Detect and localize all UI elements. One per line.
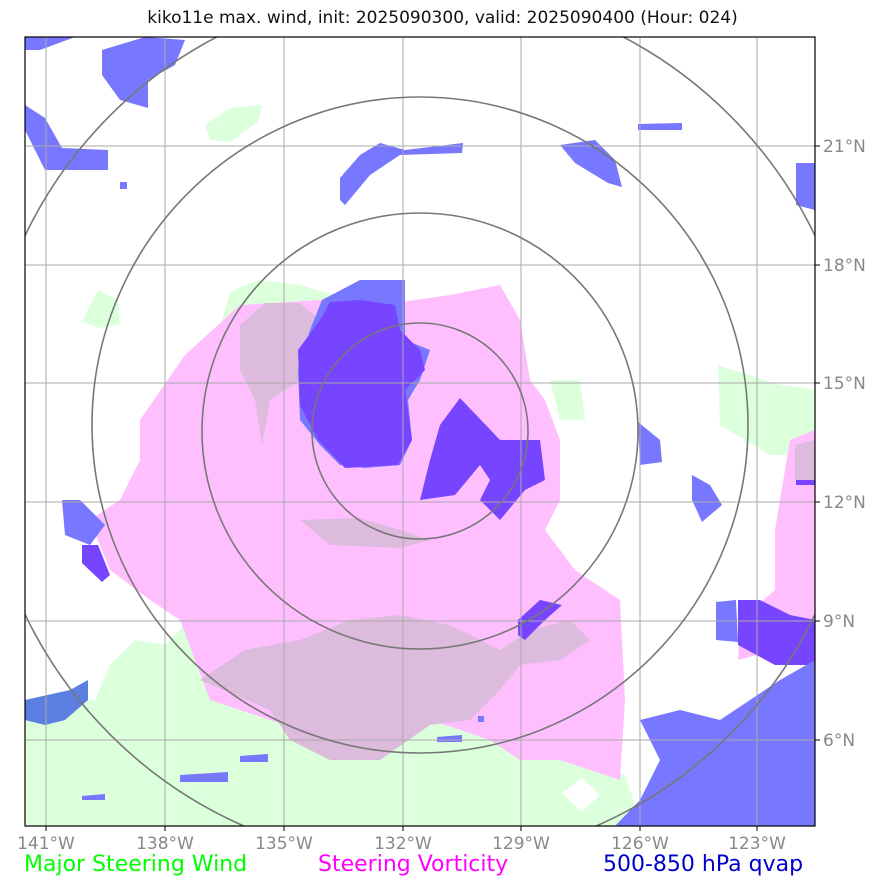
qvap-dot-2 xyxy=(478,716,484,722)
tick-marks xyxy=(45,145,820,831)
y-tick-label: 6°N xyxy=(823,731,855,751)
x-tick-label: 138°W xyxy=(136,834,194,854)
legend-steering-wind: Major Steering Wind xyxy=(24,852,248,877)
x-tick-label: 126°W xyxy=(611,834,669,854)
y-tick-labels: 21°N 18°N 15°N 12°N 9°N 6°N xyxy=(823,137,866,751)
range-rings xyxy=(25,37,815,826)
qvap-region-mid xyxy=(518,600,562,640)
qvap-region-nw-1 xyxy=(25,37,75,50)
legend-steering-vorticity: Steering Vorticity xyxy=(318,852,509,877)
qvap-dot-3 xyxy=(796,480,815,485)
qvap-region-ne xyxy=(560,140,622,187)
qvap-region-w xyxy=(62,500,105,545)
y-tick-label: 21°N xyxy=(823,137,866,157)
x-tick-label: 123°W xyxy=(728,834,786,854)
x-tick-label: 129°W xyxy=(492,834,550,854)
y-tick-label: 9°N xyxy=(823,612,855,632)
qvap-region-nw-3 xyxy=(25,105,108,170)
qvap-region-e-2 xyxy=(692,475,722,522)
x-tick-label: 132°W xyxy=(374,834,432,854)
overlap-region-south xyxy=(200,615,590,760)
range-ring-2 xyxy=(201,212,639,650)
x-tick-label: 141°W xyxy=(17,834,75,854)
qvap-region-ne-dash xyxy=(638,123,682,130)
vorticity-region-east xyxy=(738,430,815,660)
x-tick-labels: 141°W 138°W 135°W 132°W 129°W 126°W 123°… xyxy=(17,834,786,854)
range-ring-3 xyxy=(91,96,749,754)
qvap-region-nw-2 xyxy=(102,37,185,108)
overlap-layer xyxy=(200,303,815,760)
qvap-region-w-strong xyxy=(82,545,110,582)
y-tick-label: 12°N xyxy=(823,493,866,513)
qvap-region-n xyxy=(340,143,463,205)
qvap-region-core-east xyxy=(420,398,545,520)
gridlines xyxy=(25,37,815,826)
wind-region-southeast xyxy=(562,778,600,812)
qvap-region-ne-edge xyxy=(796,163,815,210)
overlap-region-north xyxy=(240,303,320,445)
y-tick-label: 18°N xyxy=(823,256,866,276)
qvap-region-s-1 xyxy=(180,772,228,782)
qvap-region-se-big xyxy=(615,660,815,826)
wind-region-west xyxy=(82,290,120,328)
y-tick-label: 15°N xyxy=(823,374,866,394)
map-title: kiko11e max. wind, init: 2025090300, val… xyxy=(147,8,738,28)
wind-region-far-east xyxy=(718,365,815,455)
qvap-region-s-2 xyxy=(240,754,268,762)
qvap-region-e-1 xyxy=(638,422,662,465)
overlap-region-band xyxy=(300,518,430,548)
x-tick-label: 135°W xyxy=(255,834,313,854)
wind-region-northwest xyxy=(205,105,262,142)
qvap-region-s-3 xyxy=(82,794,105,800)
qvap-region-core xyxy=(298,300,425,468)
map-frame xyxy=(24,36,816,827)
range-ring-1 xyxy=(311,322,529,540)
qvap-dot-1 xyxy=(120,182,127,189)
wind-region-east xyxy=(550,380,585,420)
legend-qvap: 500-850 hPa qvap xyxy=(603,852,804,877)
overlap-region-east xyxy=(795,440,815,480)
